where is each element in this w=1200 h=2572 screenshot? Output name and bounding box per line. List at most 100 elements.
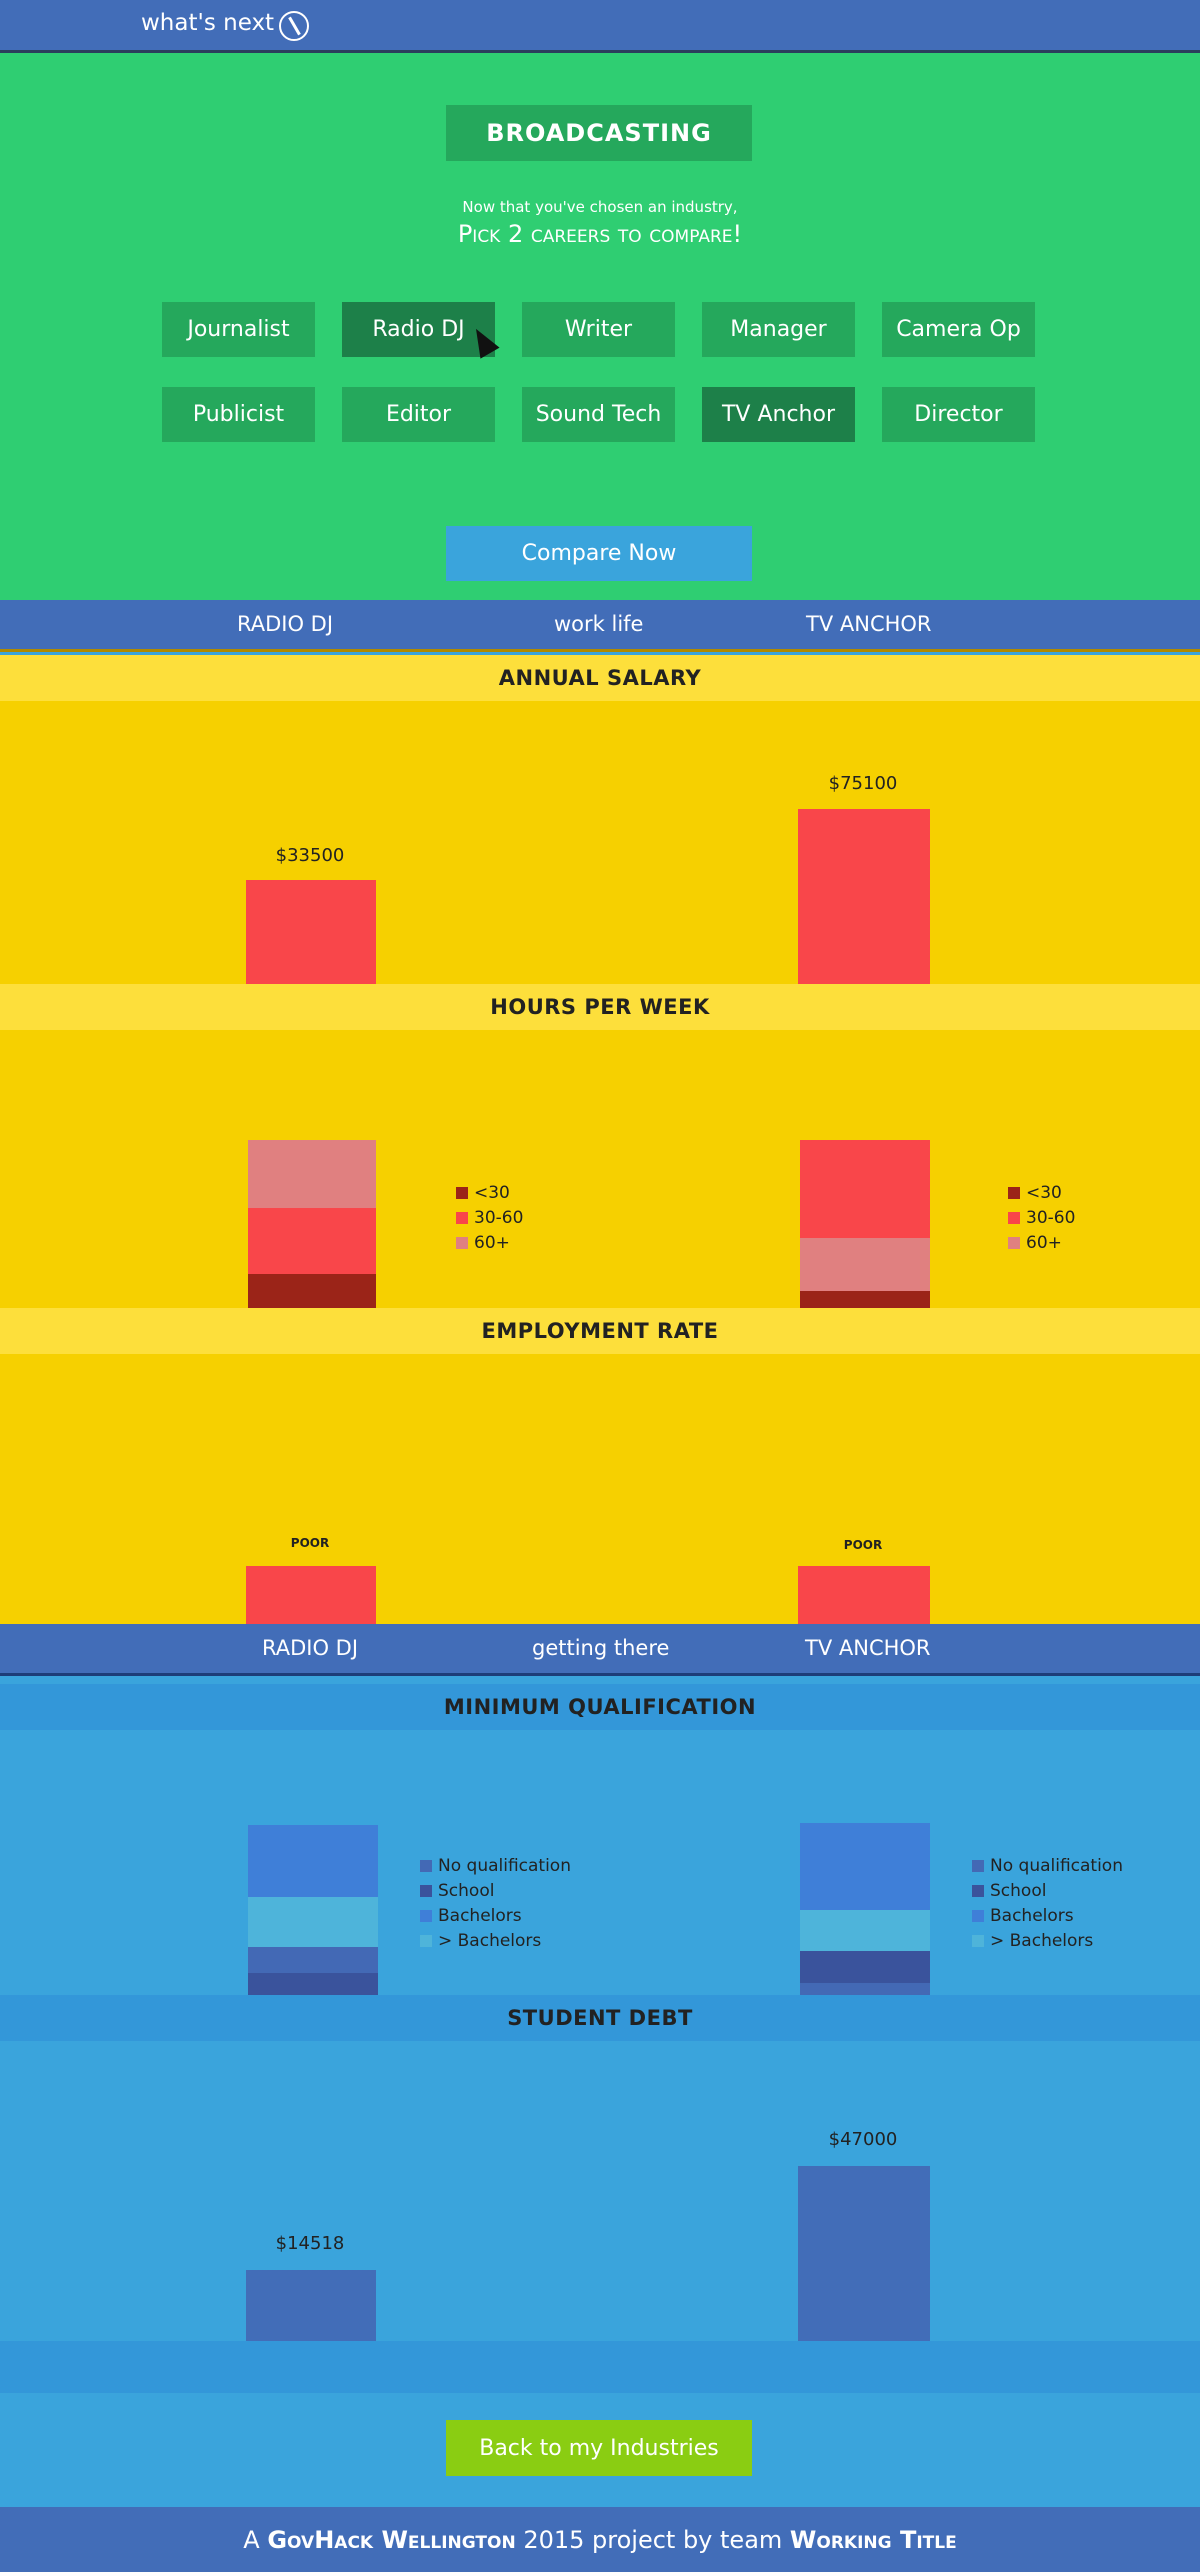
- industry-button[interactable]: BROADCASTING: [446, 105, 752, 161]
- legend-label: No qualification: [438, 1855, 571, 1876]
- qual-right-legend: No qualification School Bachelors > Bach…: [972, 1853, 1123, 1953]
- legend-swatch: [972, 1909, 984, 1922]
- hours-left-60plus-segment: [248, 1140, 376, 1208]
- career-editor-button[interactable]: Editor: [342, 387, 495, 442]
- employment-rate-chart: [0, 1354, 1200, 1624]
- legend-label: > Bachelors: [438, 1930, 542, 1951]
- minimum-qualification-chart: [0, 1730, 1200, 1995]
- legend-item: 30-60: [456, 1205, 523, 1230]
- legend-item: <30: [456, 1180, 523, 1205]
- hours-right-30-60-segment: [800, 1140, 930, 1238]
- section-title: work life: [554, 612, 644, 636]
- qual-left-no-qualification-segment: [248, 1947, 378, 1973]
- employment-right-value: POOR: [843, 1538, 883, 1552]
- legend-item: Bachelors: [972, 1903, 1123, 1928]
- legend-item: > Bachelors: [420, 1928, 571, 1953]
- hours-left-30-60-segment: [248, 1208, 376, 1274]
- back-to-industries-button[interactable]: Back to my Industries: [446, 2420, 752, 2476]
- legend-label: No qualification: [990, 1855, 1123, 1876]
- career-journalist-button[interactable]: Journalist: [162, 302, 315, 357]
- legend-swatch: [972, 1859, 984, 1872]
- legend-label: 60+: [474, 1232, 510, 1253]
- minimum-qualification-heading: MINIMUM QUALIFICATION: [0, 1684, 1200, 1730]
- career-director-button[interactable]: Director: [882, 387, 1035, 442]
- career-camera-op-button[interactable]: Camera Op: [882, 302, 1035, 357]
- student-debt-chart: [0, 2041, 1200, 2341]
- footer-team-link[interactable]: Working Title: [789, 2525, 957, 2554]
- footer: A GovHack Wellington 2015 project by tea…: [0, 2507, 1200, 2572]
- hours-left-under30-segment: [248, 1274, 376, 1308]
- hours-right-under30-segment: [800, 1291, 930, 1308]
- qual-right-bachelors-segment: [800, 1823, 930, 1910]
- footer-govhack-link[interactable]: GovHack Wellington: [267, 2525, 516, 2554]
- compare-now-button[interactable]: Compare Now: [446, 526, 752, 581]
- career-publicist-button[interactable]: Publicist: [162, 387, 315, 442]
- career-writer-button[interactable]: Writer: [522, 302, 675, 357]
- legend-item: Bachelors: [420, 1903, 571, 1928]
- legend-label: Bachelors: [438, 1905, 522, 1926]
- right-career-label: TV ANCHOR: [805, 1636, 931, 1660]
- qual-left-legend: No qualification School Bachelors > Bach…: [420, 1853, 571, 1953]
- picker-subtitle-large: Pick 2 careers to compare!: [457, 220, 743, 248]
- right-career-label: TV ANCHOR: [806, 612, 932, 636]
- debt-left-bar: [246, 2270, 376, 2341]
- annual-salary-chart: [0, 701, 1200, 984]
- legend-swatch: [420, 1884, 432, 1897]
- legend-item: School: [972, 1878, 1123, 1903]
- legend-label: 30-60: [1026, 1207, 1076, 1228]
- hours-right-60plus-segment: [800, 1238, 930, 1291]
- legend-swatch: [420, 1859, 432, 1872]
- legend-swatch: [1008, 1211, 1020, 1224]
- legend-label: School: [990, 1880, 1047, 1901]
- qual-right-no-qualification-segment: [800, 1983, 930, 1995]
- legend-label: Bachelors: [990, 1905, 1074, 1926]
- legend-item: No qualification: [972, 1853, 1123, 1878]
- salary-left-bar: [246, 880, 376, 984]
- legend-label: > Bachelors: [990, 1930, 1094, 1951]
- qual-right-above-bachelors-segment: [800, 1910, 930, 1951]
- salary-left-value: $33500: [275, 845, 345, 866]
- app-title[interactable]: what's next: [141, 10, 275, 36]
- annual-salary-heading: ANNUAL SALARY: [0, 655, 1200, 701]
- debt-right-bar: [798, 2166, 930, 2341]
- legend-label: 30-60: [474, 1207, 524, 1228]
- salary-right-value: $75100: [828, 773, 898, 794]
- career-radio-dj-button[interactable]: Radio DJ: [342, 302, 495, 357]
- employment-rate-heading: EMPLOYMENT RATE: [0, 1308, 1200, 1354]
- legend-swatch: [1008, 1186, 1020, 1199]
- work-life-header: RADIO DJ work life TV ANCHOR: [0, 600, 1200, 652]
- hours-per-week-chart: [0, 1030, 1200, 1308]
- section-title: getting there: [532, 1636, 670, 1660]
- left-career-label: RADIO DJ: [237, 612, 334, 636]
- legend-label: School: [438, 1880, 495, 1901]
- legend-item: School: [420, 1878, 571, 1903]
- legend-swatch: [420, 1909, 432, 1922]
- legend-swatch: [972, 1934, 984, 1947]
- hours-left-legend: <30 30-60 60+: [456, 1180, 523, 1255]
- career-manager-button[interactable]: Manager: [702, 302, 855, 357]
- legend-swatch: [456, 1236, 468, 1249]
- hours-right-legend: <30 30-60 60+: [1008, 1180, 1075, 1255]
- compass-icon[interactable]: [279, 11, 309, 41]
- hours-per-week-heading: HOURS PER WEEK: [0, 984, 1200, 1030]
- legend-item: <30: [1008, 1180, 1075, 1205]
- app-header: what's next: [0, 0, 1200, 53]
- employment-left-value: POOR: [290, 1536, 330, 1550]
- student-debt-heading: STUDENT DEBT: [0, 1995, 1200, 2041]
- legend-item: 60+: [1008, 1230, 1075, 1255]
- legend-swatch: [1008, 1236, 1020, 1249]
- debt-right-value: $47000: [828, 2129, 898, 2150]
- legend-swatch: [420, 1934, 432, 1947]
- career-tv-anchor-button[interactable]: TV Anchor: [702, 387, 855, 442]
- employment-left-bar: [246, 1566, 376, 1624]
- getting-there-header: RADIO DJ getting there TV ANCHOR: [0, 1624, 1200, 1676]
- legend-label: 60+: [1026, 1232, 1062, 1253]
- career-sound-tech-button[interactable]: Sound Tech: [522, 387, 675, 442]
- footer-text: A: [243, 2525, 268, 2554]
- qual-left-school-segment: [248, 1973, 378, 1995]
- legend-label: <30: [474, 1182, 510, 1203]
- legend-swatch: [456, 1211, 468, 1224]
- picker-subtitle-small: Now that you've chosen an industry,: [462, 198, 738, 216]
- debt-left-value: $14518: [275, 2233, 345, 2254]
- qual-left-above-bachelors-segment: [248, 1897, 378, 1947]
